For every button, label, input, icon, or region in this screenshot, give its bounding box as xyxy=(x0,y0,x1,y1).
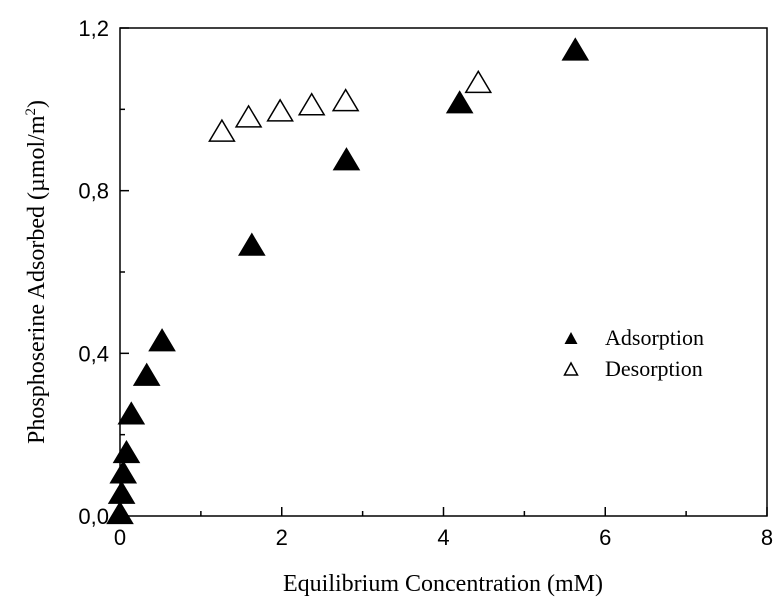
y-tick-label: 0,0 xyxy=(78,504,109,529)
y-tick-label: 0,8 xyxy=(78,179,109,204)
data-points xyxy=(106,37,590,525)
desorption-point xyxy=(266,98,294,122)
x-tick-label: 4 xyxy=(437,525,449,550)
legend-adsorption-marker xyxy=(564,332,578,344)
adsorption-point xyxy=(238,232,266,256)
legend-desorption-marker xyxy=(563,361,579,376)
desorption-point xyxy=(234,104,263,128)
x-tick-label: 8 xyxy=(761,525,773,550)
desorption-point xyxy=(208,118,236,142)
plot-area-frame xyxy=(119,27,768,517)
desorption-point xyxy=(297,92,326,116)
legend: Adsorption Desorption xyxy=(563,325,704,381)
x-axis-ticks: 0 2 4 6 8 xyxy=(114,507,773,550)
adsorption-point xyxy=(107,480,136,504)
adsorption-point xyxy=(117,401,146,425)
y-axis-label-close: ) xyxy=(24,100,50,108)
y-tick-label: 1,2 xyxy=(78,16,109,41)
y-tick-label: 0,4 xyxy=(78,341,109,366)
adsorption-point xyxy=(112,439,141,464)
x-tick-label: 2 xyxy=(276,525,288,550)
legend-adsorption-label: Adsorption xyxy=(605,325,704,350)
adsorption-point xyxy=(132,362,161,386)
adsorption-point xyxy=(109,460,138,484)
y-axis-label: Phosphoserine Adsorbed (µmol/m2) xyxy=(23,100,50,444)
desorption-point xyxy=(331,88,360,112)
legend-desorption-label: Desorption xyxy=(605,356,703,381)
x-axis-label: Equilibrium Concentration (mM) xyxy=(283,571,603,597)
adsorption-point xyxy=(561,37,590,61)
y-axis-ticks: 0,0 0,4 0,8 1,2 xyxy=(78,16,129,529)
x-tick-label: 0 xyxy=(114,525,126,550)
adsorption-point xyxy=(148,328,176,352)
adsorption-point xyxy=(106,500,134,525)
desorption-point xyxy=(464,69,493,94)
y-axis-label-superscript: 2 xyxy=(23,108,39,116)
y-axis-label-main: Phosphoserine Adsorbed (µmol/m xyxy=(24,115,50,444)
x-tick-label: 6 xyxy=(599,525,611,550)
adsorption-point xyxy=(332,147,361,171)
adsorption-point xyxy=(445,90,474,114)
